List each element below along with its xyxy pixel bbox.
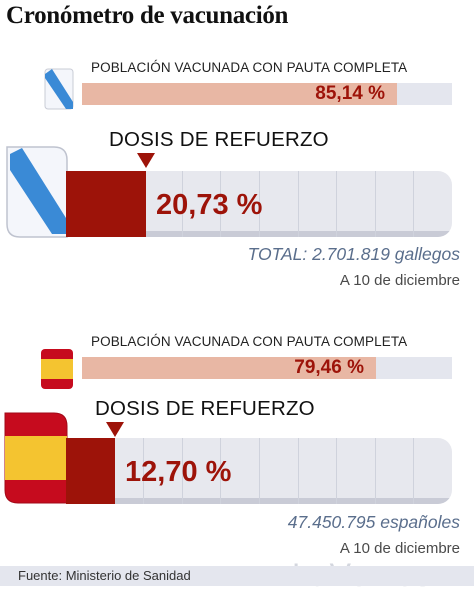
spain-booster-track bbox=[66, 438, 452, 504]
gridline bbox=[259, 171, 260, 237]
galicia-booster-label: DOSIS DE REFUERZO bbox=[109, 128, 329, 151]
galicia-full-value: 85,14 % bbox=[315, 83, 386, 104]
spain-full-label: POBLACIÓN VACUNADA CON PAUTA COMPLETA bbox=[91, 334, 408, 349]
gridline bbox=[181, 438, 183, 504]
galicia-date: A 10 de diciembre bbox=[339, 272, 460, 289]
gridline bbox=[220, 438, 222, 504]
gridline bbox=[336, 438, 338, 504]
galicia-section: POBLACIÓN VACUNADA CON PAUTA COMPLETA 85… bbox=[6, 60, 460, 289]
spain-full-track: 79,46 % bbox=[82, 357, 452, 379]
galicia-full-label: POBLACIÓN VACUNADA CON PAUTA COMPLETA bbox=[91, 60, 408, 75]
gridline bbox=[374, 171, 376, 237]
galicia-booster-track bbox=[66, 171, 452, 237]
gridline bbox=[220, 171, 222, 237]
galicia-booster-marker bbox=[137, 153, 156, 168]
gridline bbox=[374, 438, 376, 504]
gridline bbox=[336, 171, 338, 237]
galicia-total: TOTAL: 2.701.819 gallegos bbox=[247, 244, 460, 264]
galicia-flag-icon bbox=[44, 68, 74, 110]
chart-title: Cronómetro de vacunación bbox=[6, 2, 289, 29]
gridline bbox=[259, 438, 260, 504]
gridline bbox=[143, 438, 145, 504]
spain-full-bar bbox=[82, 357, 376, 379]
spain-flag-large-icon bbox=[4, 412, 68, 504]
spain-section: POBLACIÓN VACUNADA CON PAUTA COMPLETA 79… bbox=[0, 300, 474, 560]
galicia-full-bar bbox=[82, 83, 398, 105]
spain-flag-icon bbox=[41, 349, 73, 389]
gridline bbox=[413, 438, 415, 504]
galicia-flag-large-icon bbox=[6, 146, 68, 238]
galicia-booster-bar bbox=[66, 171, 147, 237]
source-note: Fuente: Ministerio de Sanidad bbox=[18, 568, 191, 583]
spain-date: A 10 de diciembre bbox=[339, 540, 460, 557]
spain-total: 47.450.795 españoles bbox=[287, 512, 460, 532]
galicia-full-track: 85,14 % bbox=[82, 83, 452, 105]
spain-booster-bar bbox=[66, 438, 116, 504]
gridline bbox=[181, 171, 183, 237]
spain-booster-marker bbox=[106, 422, 125, 437]
galicia-booster-value: 20,73 % bbox=[156, 189, 263, 221]
gridline bbox=[297, 438, 299, 504]
footer-bar bbox=[0, 566, 474, 586]
spain-booster-value: 12,70 % bbox=[125, 456, 232, 488]
gridline bbox=[413, 171, 415, 237]
spain-booster-label: DOSIS DE REFUERZO bbox=[95, 397, 315, 420]
gridline bbox=[297, 171, 299, 237]
spain-full-value: 79,46 % bbox=[294, 357, 364, 378]
